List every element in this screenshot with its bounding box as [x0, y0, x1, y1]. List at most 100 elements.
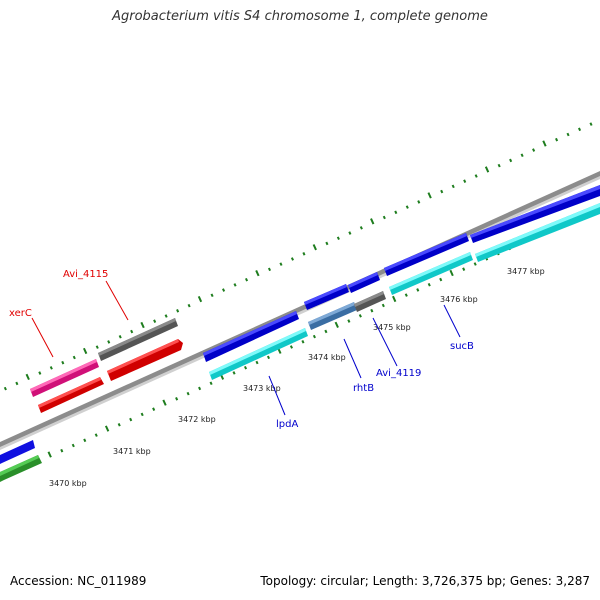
tick-mark: [38, 371, 42, 375]
tick-mark: [566, 132, 570, 137]
tick-mark: [392, 295, 397, 303]
tick-mark: [83, 438, 87, 443]
tick-mark: [334, 321, 339, 329]
kbp-label: 3474 kbp: [308, 353, 346, 362]
tick-mark: [3, 386, 7, 391]
gene-label-xerC: xerC: [9, 308, 32, 319]
feature-xerC: [30, 359, 99, 397]
gene-label-Avi_4119: Avi_4119: [376, 368, 421, 379]
tick-mark: [427, 192, 432, 199]
feature-red-1: [38, 377, 104, 413]
tick-mark: [209, 381, 213, 386]
tick-mark: [417, 200, 421, 204]
tick-mark: [117, 422, 121, 427]
tick-mark: [186, 391, 190, 396]
feature-left-blue: [0, 440, 35, 464]
tick-mark: [47, 451, 52, 458]
tick-mark: [289, 345, 293, 349]
tick-mark: [244, 277, 249, 282]
tick-mark: [324, 329, 328, 334]
tick-mark: [302, 252, 306, 256]
tick-mark: [325, 241, 329, 246]
tick-mark: [440, 189, 444, 194]
gene-label-rhtB: rhtB: [353, 383, 374, 394]
tick-mark: [497, 163, 501, 168]
tick-mark: [60, 448, 64, 453]
kbp-label: 3476 kbp: [440, 295, 478, 304]
tick-mark: [152, 407, 156, 411]
tick-mark: [104, 425, 110, 432]
tick-mark: [232, 371, 236, 375]
kbp-label: 3470 kbp: [49, 479, 87, 488]
tick-mark: [484, 166, 490, 173]
gene-labels: xerC Avi_4115 lpdA rhtB Avi_4119 sucB: [9, 269, 474, 430]
tick-mark: [381, 303, 385, 308]
tick-mark: [394, 210, 398, 215]
tick-mark: [555, 137, 559, 142]
tick-mark: [416, 288, 420, 292]
tick-mark: [72, 355, 76, 360]
tick-mark: [279, 262, 283, 266]
tick-mark: [210, 293, 214, 298]
tick-mark: [473, 262, 477, 266]
feature-rhtB: [308, 302, 357, 330]
tick-mark: [187, 303, 191, 308]
tick-mark: [405, 205, 409, 209]
tick-mark: [94, 433, 98, 437]
kbp-labels: 3470 kbp 3471 kbp 3472 kbp 3473 kbp 3474 kbp…: [49, 267, 545, 488]
tick-mark: [336, 236, 340, 241]
tick-mark: [439, 277, 443, 282]
kbp-label: 3473 kbp: [243, 384, 281, 393]
topology-label: Topology: circular; Length: 3,726,375 bp…: [260, 574, 590, 588]
kbp-label: 3475 kbp: [373, 323, 411, 332]
tick-mark: [578, 127, 582, 132]
tick-mark: [359, 226, 363, 230]
tick-mark: [49, 366, 53, 370]
tick-mark: [370, 308, 374, 313]
tick-mark: [449, 269, 454, 277]
tick-mark: [532, 148, 536, 152]
accession-label: Accession: NC_011989: [10, 574, 147, 588]
feature-blue-6: [470, 185, 600, 243]
tick-mark: [451, 184, 455, 189]
feature-blue-2: [203, 311, 299, 362]
tick-mark: [162, 399, 167, 406]
tick-mark: [176, 309, 180, 313]
tick-mark: [266, 355, 271, 360]
kbp-label: 3471 kbp: [113, 447, 151, 456]
feature-Avi_4115: [98, 318, 178, 361]
tick-mark: [463, 179, 467, 183]
tick-mark: [118, 334, 122, 339]
tick-mark: [348, 231, 352, 235]
tick-mark: [462, 267, 466, 271]
tick-mark: [71, 443, 75, 448]
tick-mark: [95, 345, 99, 349]
feature-sucB: [389, 252, 473, 295]
tick-mark: [255, 270, 260, 277]
tick-mark: [427, 282, 431, 287]
tick-mark: [312, 244, 317, 251]
tick-mark: [589, 122, 593, 126]
tick-mark: [347, 319, 351, 323]
tick-mark: [358, 314, 362, 318]
tick-mark: [25, 373, 30, 381]
tick-mark: [83, 347, 88, 355]
tick-mark: [140, 321, 145, 329]
feature-track: [0, 185, 600, 482]
tick-mark: [198, 386, 202, 391]
tick-mark: [130, 329, 134, 334]
tick-mark: [233, 283, 237, 287]
tick-mark: [153, 319, 157, 323]
map-title: Agrobacterium vitis S4 chromosome 1, com…: [112, 9, 488, 24]
tick-mark: [290, 257, 294, 261]
tick-mark: [542, 140, 547, 147]
feature-lpdA: [209, 328, 308, 380]
tick-mark: [520, 153, 524, 158]
tick-mark: [243, 365, 248, 370]
tick-mark: [301, 340, 305, 344]
tick-mark: [175, 397, 179, 401]
tick-mark: [255, 360, 259, 365]
gene-label-Avi_4115: Avi_4115: [63, 269, 108, 280]
feature-blue-5: [384, 233, 469, 276]
